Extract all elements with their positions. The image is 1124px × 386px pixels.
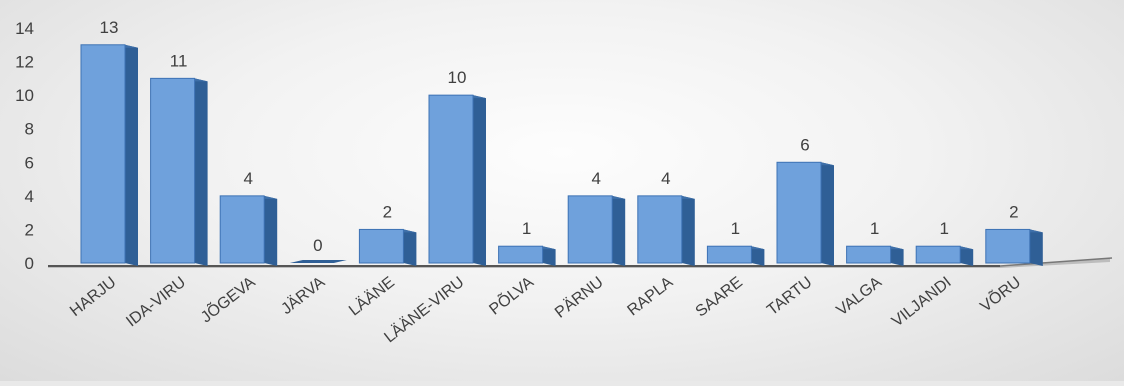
data-label: 11: [170, 51, 188, 70]
y-tick-label: 12: [15, 53, 34, 72]
bar-side-face: [821, 162, 834, 266]
bar-front-face: [219, 195, 265, 264]
data-label: 6: [800, 135, 809, 154]
bar-side-face: [751, 246, 765, 266]
bar: [150, 77, 208, 266]
y-tick-label: 6: [25, 153, 34, 172]
bar-front-face: [567, 195, 613, 264]
x-tick-label: PÄRNU: [551, 273, 606, 322]
bar: [567, 195, 626, 266]
bar-front-face: [776, 161, 822, 264]
bar-side-face: [960, 246, 974, 266]
y-axis-ticks: 0 2 4 6 8 10 12 14: [15, 19, 34, 273]
data-label: 4: [591, 169, 600, 188]
x-tick-label: JÕGEVA: [196, 271, 259, 326]
x-tick-label: IDA-VIRU: [123, 274, 189, 331]
bars: [80, 44, 1043, 267]
bar-side-face: [403, 229, 417, 266]
bar-side-face: [1029, 229, 1043, 266]
bar-side-face: [473, 95, 486, 267]
x-tick-label: VALGA: [833, 274, 885, 320]
bar: [915, 245, 974, 266]
bar: [80, 44, 138, 267]
data-label: 10: [448, 68, 467, 87]
bar-side-face: [612, 195, 626, 266]
bar-front-face: [428, 94, 474, 264]
x-tick-label: JÄRVA: [278, 273, 329, 318]
bar-side-face: [125, 44, 138, 267]
data-label: 0: [313, 236, 322, 255]
bar-front-face: [150, 77, 196, 264]
x-tick-label: SAARE: [693, 274, 746, 321]
x-tick-label: HARJU: [67, 274, 120, 320]
x-tick-label: VILJANDI: [889, 274, 955, 331]
bar-side-face: [542, 246, 556, 266]
bar-front-face: [985, 228, 1031, 264]
bar-front-face: [915, 245, 961, 264]
y-tick-label: 14: [15, 19, 34, 38]
y-tick-label: 10: [15, 86, 34, 105]
bar-side-face: [194, 78, 208, 266]
data-label: 1: [939, 219, 948, 238]
bar-side-face: [681, 195, 695, 266]
bar: [846, 245, 904, 266]
bar-side-face: [890, 246, 904, 266]
y-tick-label: 8: [25, 120, 34, 139]
data-label: 4: [661, 169, 670, 188]
bar-front-face: [80, 44, 126, 264]
bar: [358, 228, 417, 266]
data-label: 1: [870, 219, 879, 238]
data-label: 1: [731, 219, 740, 238]
y-tick-label: 0: [25, 254, 34, 273]
bar: [776, 161, 834, 266]
data-label: 2: [383, 202, 392, 221]
bar: [985, 228, 1043, 266]
bar-front-face: [637, 195, 683, 264]
data-label: 4: [243, 169, 252, 188]
bar: [706, 245, 765, 266]
bar: [428, 94, 486, 267]
bar: [219, 195, 278, 266]
bar-front-face: [358, 228, 404, 264]
x-tick-label: TARTU: [764, 274, 815, 319]
y-tick-label: 4: [25, 187, 34, 206]
x-tick-label: VÕRU: [976, 271, 1025, 315]
bar-side-face: [264, 195, 278, 266]
data-label: 2: [1009, 202, 1018, 221]
x-tick-label: RAPLA: [624, 274, 676, 320]
y-tick-label: 2: [25, 220, 34, 239]
bar-zero-slab: [289, 260, 347, 263]
x-tick-label: PÕLVA: [485, 271, 538, 318]
bar-front-face: [706, 245, 752, 264]
data-label: 1: [522, 219, 531, 238]
bar-front-face: [498, 245, 544, 264]
data-label: 13: [100, 18, 119, 37]
bar: [637, 195, 695, 266]
floor-edge-line: [999, 257, 1113, 267]
x-tick-label: LÄÄNE: [345, 273, 397, 319]
bar: [289, 260, 347, 263]
bar-front-face: [846, 245, 892, 264]
chart-floor: [48, 257, 1113, 268]
bar: [498, 245, 556, 266]
